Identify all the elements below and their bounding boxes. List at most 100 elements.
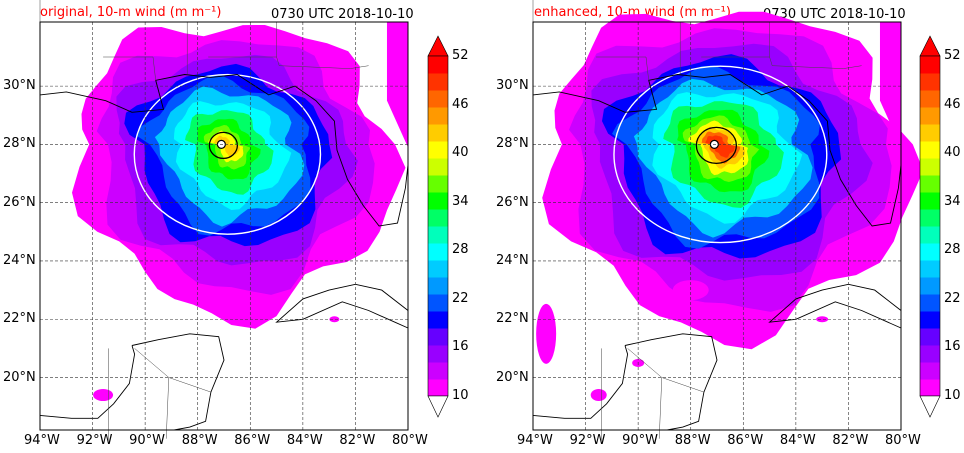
colorbar-segment bbox=[428, 379, 448, 397]
colorbar-segment bbox=[428, 73, 448, 91]
colorbar-tick-label: 10 bbox=[944, 388, 961, 403]
colorbar-segment bbox=[920, 124, 940, 142]
coastline-2 bbox=[131, 333, 225, 431]
colorbar-tick-label: 28 bbox=[452, 242, 469, 258]
lon-tick-label: 88°W bbox=[674, 433, 711, 448]
border-3 bbox=[769, 56, 862, 69]
isotach-black bbox=[695, 126, 738, 165]
colorbar-segment bbox=[920, 90, 940, 108]
colorbar-extend-max bbox=[427, 35, 449, 57]
lon-tick-label: 88°W bbox=[181, 433, 218, 448]
border-6 bbox=[168, 377, 211, 393]
map-frame bbox=[532, 21, 902, 431]
lon-tick-label: 94°W bbox=[24, 433, 60, 448]
border-2 bbox=[701, 22, 770, 58]
colorbar-segment bbox=[428, 90, 448, 108]
lon-tick-label: 92°W bbox=[569, 433, 606, 448]
map-frame bbox=[39, 21, 409, 431]
colorbar-segment bbox=[428, 294, 448, 312]
colorbar-segment bbox=[428, 192, 448, 210]
colorbar-tick-label: 40 bbox=[452, 145, 469, 161]
isotach-black bbox=[208, 131, 239, 160]
map-original bbox=[39, 0, 409, 442]
colorbar-segment bbox=[428, 175, 448, 193]
coastline-2 bbox=[624, 333, 718, 431]
border-0 bbox=[103, 56, 156, 81]
coastline-1 bbox=[768, 283, 902, 329]
colorbar-tick-label: 52 bbox=[944, 48, 961, 63]
colorbar-segment bbox=[920, 209, 940, 227]
lat-tick-label: 30°N bbox=[496, 78, 529, 94]
colorbar-segment bbox=[920, 73, 940, 91]
colorbar-segment bbox=[428, 226, 448, 244]
colorbar-tick-label: 22 bbox=[944, 290, 961, 306]
colorbar-segment bbox=[920, 175, 940, 193]
panel-title-enhanced: enhanced, 10-m wind (m m⁻¹) bbox=[534, 5, 731, 20]
colorbar-tick-label: 46 bbox=[452, 96, 469, 112]
colorbar-tick-label: 16 bbox=[452, 339, 469, 355]
colorbar-segment bbox=[920, 260, 940, 278]
lat-tick-label: 24°N bbox=[3, 252, 36, 268]
colorbar-extend-max bbox=[919, 35, 941, 57]
border-0 bbox=[596, 56, 649, 81]
colorbar-segment bbox=[920, 192, 940, 210]
atlantic-wind-patch bbox=[386, 22, 408, 148]
lat-tick-label: 28°N bbox=[3, 136, 36, 152]
lat-tick-label: 28°N bbox=[496, 136, 529, 152]
colorbar-segment bbox=[428, 124, 448, 142]
colorbar-segment bbox=[920, 141, 940, 159]
border-6 bbox=[661, 377, 704, 393]
colorbar-segment bbox=[428, 260, 448, 278]
colorbar-segment bbox=[428, 56, 448, 74]
lat-tick-label: 20°N bbox=[496, 369, 529, 385]
colorbar-segment bbox=[920, 243, 940, 261]
panel-time-enhanced: 0730 UTC 2018-10-10 bbox=[763, 7, 906, 22]
lat-tick-label: 20°N bbox=[3, 369, 36, 385]
coastline-0 bbox=[532, 74, 902, 227]
colorbar-segment bbox=[428, 243, 448, 261]
panel-time-original: 0730 UTC 2018-10-10 bbox=[271, 7, 414, 22]
colorbar-segment bbox=[428, 158, 448, 176]
lon-tick-label: 80°W bbox=[392, 433, 428, 448]
lat-tick-label: 26°N bbox=[3, 194, 36, 210]
colorbar-segment bbox=[920, 379, 940, 397]
lon-tick-label: 84°W bbox=[779, 433, 816, 448]
coastline-3 bbox=[532, 345, 629, 419]
lat-tick-label: 26°N bbox=[496, 194, 529, 210]
colorbar-original bbox=[427, 35, 449, 418]
colorbar-segment bbox=[428, 209, 448, 227]
map-enhanced bbox=[532, 0, 924, 442]
colorbar-segment bbox=[428, 277, 448, 295]
lon-tick-label: 82°W bbox=[832, 433, 869, 448]
colorbar-tick-label: 34 bbox=[452, 193, 469, 209]
colorbar-extend-min bbox=[919, 395, 941, 418]
lon-tick-label: 86°W bbox=[727, 433, 764, 448]
lon-tick-label: 94°W bbox=[517, 433, 553, 448]
border-3 bbox=[276, 56, 369, 69]
lat-tick-label: 30°N bbox=[3, 78, 36, 94]
lat-tick-label: 22°N bbox=[496, 311, 529, 327]
colorbar-segment bbox=[428, 107, 448, 125]
panel-title-original: original, 10-m wind (m m⁻¹) bbox=[40, 5, 222, 20]
colorbar-segment bbox=[428, 362, 448, 380]
colorbar-tick-label: 46 bbox=[944, 96, 961, 112]
lon-tick-label: 90°W bbox=[622, 433, 659, 448]
coastline-1 bbox=[275, 283, 409, 329]
colorbar-tick-label: 10 bbox=[452, 388, 469, 403]
colorbar-segment bbox=[428, 345, 448, 363]
colorbar-segment bbox=[920, 294, 940, 312]
colorbar-tick-label: 34 bbox=[944, 193, 961, 209]
colorbar-segment bbox=[920, 345, 940, 363]
colorbar-tick-label: 22 bbox=[452, 290, 469, 306]
lon-tick-label: 90°W bbox=[129, 433, 166, 448]
coastline-0 bbox=[39, 74, 409, 227]
colorbar-segment bbox=[920, 56, 940, 74]
colorbar-tick-label: 52 bbox=[452, 48, 469, 63]
atlantic-wind-patch bbox=[879, 22, 901, 148]
colorbar-segment bbox=[920, 107, 940, 125]
isotach-white bbox=[613, 65, 828, 244]
colorbar-segment bbox=[428, 311, 448, 329]
colorbar-segment bbox=[920, 277, 940, 295]
colorbar-segment bbox=[920, 158, 940, 176]
